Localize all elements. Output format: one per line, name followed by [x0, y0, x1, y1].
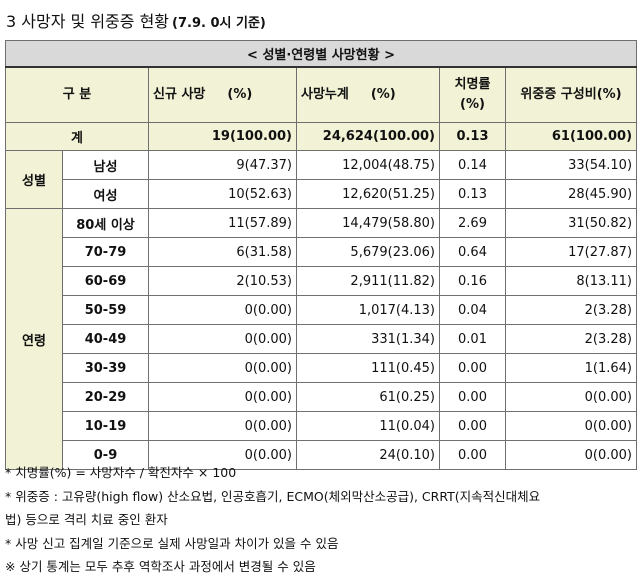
total-rate: 0.13 [439, 122, 506, 151]
row-label: 70-79 [62, 237, 149, 267]
fatality-rate-cell: 0.00 [439, 382, 506, 412]
cumulative-cell: 12,004(48.75) [296, 150, 440, 180]
new-deaths-cell: 9(47.37) [148, 150, 297, 180]
table-row: 연령 80세 이상 11(57.89) 14,479(58.80) 2.69 31(50.… [5, 208, 638, 470]
group-sex: 성별 [5, 150, 63, 209]
header-fatality-rate: 치명률 (%) [439, 66, 506, 123]
death-stats-table: < 성별·연령별 사망현황 > 구 분 신규 사망 (%) 사망누계 (%) 치명률… [4, 40, 638, 470]
footnote: * 치명률(%) = 사망자수 / 확진자수 × 100 [5, 465, 237, 480]
row-label: 10-19 [62, 411, 149, 441]
table-row: 40-49 0(0.00) 331(1.34) 0.01 2(3.28) [6, 324, 638, 354]
header-new-deaths: 신규 사망 (%) [148, 66, 297, 123]
critical-ratio-cell: 0(0.00) [504, 382, 638, 412]
section-heading: 3 사망자 및 위중증 현황 (7.9. 0시 기준) [6, 8, 266, 32]
row-label: 0-9 [62, 440, 149, 470]
critical-ratio-cell: 17(27.87) [504, 237, 638, 267]
table-row: 여성 10(52.63) 12,620(51.25) 0.13 28(45.90) [6, 179, 638, 209]
row-label: 60-69 [62, 266, 149, 296]
fatality-rate-cell: 0.00 [439, 353, 506, 383]
new-deaths-cell: 0(0.00) [148, 440, 297, 470]
footnote: * 사망 신고 집계일 기준으로 실제 사망일과 차이가 있을 수 있음 [5, 535, 339, 551]
new-deaths-cell: 0(0.00) [148, 382, 297, 412]
fatality-rate-cell: 0.04 [439, 295, 506, 325]
cumulative-cell: 14,479(58.80) [296, 208, 440, 238]
table-header-row: 구 분 신규 사망 (%) 사망누계 (%) 치명률 (%) 위중증 구성비(%) [5, 66, 638, 123]
total-critical: 61(100.00) [504, 122, 638, 151]
header-critical-ratio: 위중증 구성비(%) [504, 66, 638, 123]
fatality-rate-cell: 0.01 [439, 324, 506, 354]
fatality-rate-cell: 0.00 [439, 411, 506, 441]
fatality-rate-cell: 0.14 [439, 150, 506, 180]
cumulative-cell: 61(0.25) [296, 382, 440, 412]
row-label: 80세 이상 [62, 208, 149, 238]
critical-ratio-cell: 31(50.82) [504, 208, 638, 238]
fatality-rate-cell: 0.16 [439, 266, 506, 296]
cumulative-cell: 111(0.45) [296, 353, 440, 383]
fatality-rate-cell: 0.13 [439, 179, 506, 209]
cumulative-cell: 2,911(11.82) [296, 266, 440, 296]
critical-ratio-cell: 0(0.00) [504, 440, 638, 470]
as-of-date: (7.9. 0시 기준) [172, 16, 266, 31]
total-row: 계 19(100.00) 24,624(100.00) 0.13 61(100.… [5, 122, 638, 151]
cumulative-cell: 331(1.34) [296, 324, 440, 354]
critical-ratio-cell: 2(3.28) [504, 295, 638, 325]
table-row: 10-19 0(0.00) 11(0.04) 0.00 0(0.00) [6, 411, 638, 441]
total-label: 계 [5, 122, 149, 151]
cumulative-cell: 5,679(23.06) [296, 237, 440, 267]
group-age: 연령 [5, 208, 63, 470]
table-row: 50-59 0(0.00) 1,017(4.13) 0.04 2(3.28) [6, 295, 638, 325]
fatality-rate-cell: 2.69 [439, 208, 506, 238]
row-label: 남성 [62, 150, 149, 180]
footnote: * 위중증 : 고유량(high flow) 산소요법, 인공호흡기, ECMO… [5, 488, 541, 504]
footnote: 법) 등으로 격리 치료 중인 환자 [5, 512, 168, 527]
cumulative-cell: 11(0.04) [296, 411, 440, 441]
table-row: 60-69 2(10.53) 2,911(11.82) 0.16 8(13.11) [6, 266, 638, 296]
table-row: 30-39 0(0.00) 111(0.45) 0.00 1(1.64) [6, 353, 638, 383]
new-deaths-cell: 10(52.63) [148, 179, 297, 209]
table-banner-row: < 성별·연령별 사망현황 > [4, 40, 638, 68]
header-cumulative: 사망누계 (%) [296, 66, 440, 123]
new-deaths-cell: 11(57.89) [148, 208, 297, 238]
critical-ratio-cell: 28(45.90) [504, 179, 638, 209]
new-deaths-cell: 6(31.58) [148, 237, 297, 267]
critical-ratio-cell: 33(54.10) [504, 150, 638, 180]
row-label: 50-59 [62, 295, 149, 325]
cumulative-cell: 12,620(51.25) [296, 179, 440, 209]
table-row: 70-79 6(31.58) 5,679(23.06) 0.64 17(27.87) [6, 237, 638, 267]
header-division: 구 분 [5, 66, 149, 123]
table-banner: < 성별·연령별 사망현황 > [4, 40, 638, 68]
new-deaths-cell: 0(0.00) [148, 324, 297, 354]
row-label: 20-29 [62, 382, 149, 412]
footnotes: * 치명률(%) = 사망자수 / 확진자수 × 100 * 위중증 : 고유량… [5, 461, 637, 579]
cumulative-cell: 1,017(4.13) [296, 295, 440, 325]
critical-ratio-cell: 2(3.28) [504, 324, 638, 354]
table-row: 20-29 0(0.00) 61(0.25) 0.00 0(0.00) [6, 382, 638, 412]
fatality-rate-cell: 0.00 [439, 440, 506, 470]
critical-ratio-cell: 8(13.11) [504, 266, 638, 296]
fatality-rate-cell: 0.64 [439, 237, 506, 267]
table-row: 0-9 0(0.00) 24(0.10) 0.00 0(0.00) [6, 440, 638, 470]
new-deaths-cell: 0(0.00) [148, 295, 297, 325]
total-new: 19(100.00) [148, 122, 297, 151]
critical-ratio-cell: 1(1.64) [504, 353, 638, 383]
section-title: 3 사망자 및 위중증 현황 [6, 12, 170, 31]
total-cumulative: 24,624(100.00) [296, 122, 440, 151]
row-label: 30-39 [62, 353, 149, 383]
critical-ratio-cell: 0(0.00) [504, 411, 638, 441]
row-label: 여성 [62, 179, 149, 209]
new-deaths-cell: 0(0.00) [148, 353, 297, 383]
row-label: 40-49 [62, 324, 149, 354]
table-row: 성별 남성 9(47.37) 12,004(48.75) 0.14 33(54.10) [5, 150, 638, 209]
footnote: ※ 상기 통계는 모두 추후 역학조사 과정에서 변경될 수 있음 [5, 559, 316, 574]
new-deaths-cell: 0(0.00) [148, 411, 297, 441]
new-deaths-cell: 2(10.53) [148, 266, 297, 296]
